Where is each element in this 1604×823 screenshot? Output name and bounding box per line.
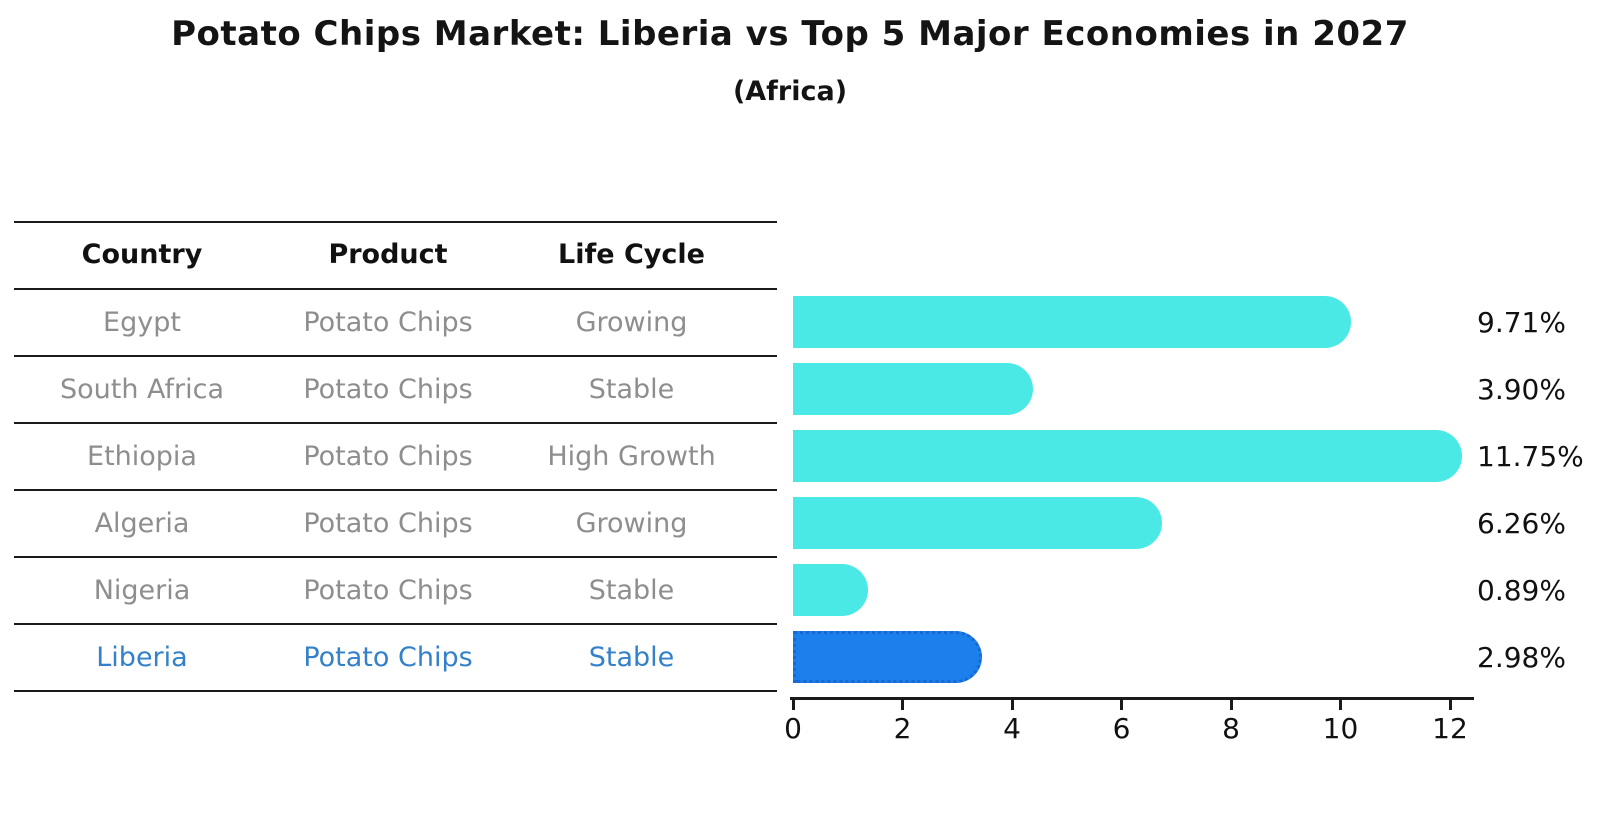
product-cell: Potato Chips [303, 575, 473, 606]
bar-nigeria [793, 564, 868, 616]
table-header-row: Country Product Life Cycle [0, 221, 780, 288]
country-cell: Egypt [103, 307, 181, 338]
x-axis-tick-label: 6 [1112, 712, 1131, 745]
bar-ethiopia [793, 430, 1463, 482]
country-cell: South Africa [59, 374, 225, 405]
x-axis-tick [1448, 700, 1452, 710]
value-label-egypt: 9.71% [1477, 306, 1566, 339]
x-axis-tick [901, 700, 904, 710]
x-axis-tick-label: 10 [1322, 712, 1359, 745]
table-row-egypt: Egypt Potato Chips Growing [0, 289, 780, 356]
table-rule [14, 288, 777, 290]
x-axis-tick-label: 8 [1222, 712, 1240, 745]
lifecycle-cell: Growing [575, 307, 688, 338]
bar-egypt [793, 296, 1351, 348]
column-header-country: Country [81, 239, 203, 270]
x-axis-tick [791, 700, 795, 710]
column-header-life-cycle: Life Cycle [558, 239, 705, 270]
value-label-ethiopia: 11.75% [1477, 440, 1584, 473]
product-cell: Potato Chips [303, 307, 473, 338]
value-label-south-africa: 3.90% [1477, 373, 1566, 406]
chart-subtitle: (Africa) [732, 76, 848, 107]
x-axis-tick-label: 2 [893, 712, 912, 745]
table-row-algeria: Algeria Potato Chips Growing [0, 490, 780, 557]
product-cell: Potato Chips [303, 441, 473, 472]
lifecycle-cell: Growing [575, 508, 688, 539]
country-cell: Nigeria [93, 575, 191, 606]
lifecycle-cell: Stable [588, 642, 675, 673]
table-rule [14, 556, 777, 558]
product-cell: Potato Chips [303, 374, 473, 405]
country-cell: Liberia [96, 642, 188, 673]
x-axis-tick-label: 4 [1003, 712, 1021, 745]
chart-title: Potato Chips Market: Liberia vs Top 5 Ma… [171, 14, 1409, 54]
value-label-liberia: 2.98% [1477, 641, 1566, 674]
table-row-nigeria: Nigeria Potato Chips Stable [0, 557, 780, 624]
product-cell: Potato Chips [303, 642, 473, 673]
bar-liberia-highlighted [793, 631, 983, 683]
table-row-ethiopia: Ethiopia Potato Chips High Growth [0, 423, 780, 490]
table-rule [14, 690, 777, 692]
country-cell: Ethiopia [87, 441, 197, 472]
table-row-south-africa: South Africa Potato Chips Stable [0, 356, 780, 423]
table-row-liberia-highlighted: Liberia Potato Chips Stable [0, 624, 780, 691]
x-axis-tick-label: 12 [1432, 712, 1468, 745]
x-axis-tick [1120, 700, 1123, 710]
bar-south-africa [793, 363, 1033, 415]
table-rule [14, 355, 777, 357]
bar-algeria [793, 497, 1162, 549]
column-header-product: Product [328, 239, 448, 270]
x-axis-tick [1229, 700, 1233, 710]
x-axis-line [790, 697, 1474, 700]
x-axis-tick [1339, 700, 1342, 710]
table-rule [14, 489, 777, 491]
value-label-nigeria: 0.89% [1477, 574, 1566, 607]
lifecycle-cell: Stable [588, 374, 675, 405]
table-rule [14, 221, 777, 223]
lifecycle-cell: High Growth [547, 441, 716, 472]
value-label-algeria: 6.26% [1477, 507, 1566, 540]
product-cell: Potato Chips [303, 508, 473, 539]
country-cell: Algeria [94, 508, 190, 539]
lifecycle-cell: Stable [588, 575, 675, 606]
x-axis-tick [1010, 700, 1014, 710]
x-axis-tick-label: 0 [784, 712, 802, 745]
table-rule [14, 422, 777, 424]
table-rule [14, 623, 777, 625]
